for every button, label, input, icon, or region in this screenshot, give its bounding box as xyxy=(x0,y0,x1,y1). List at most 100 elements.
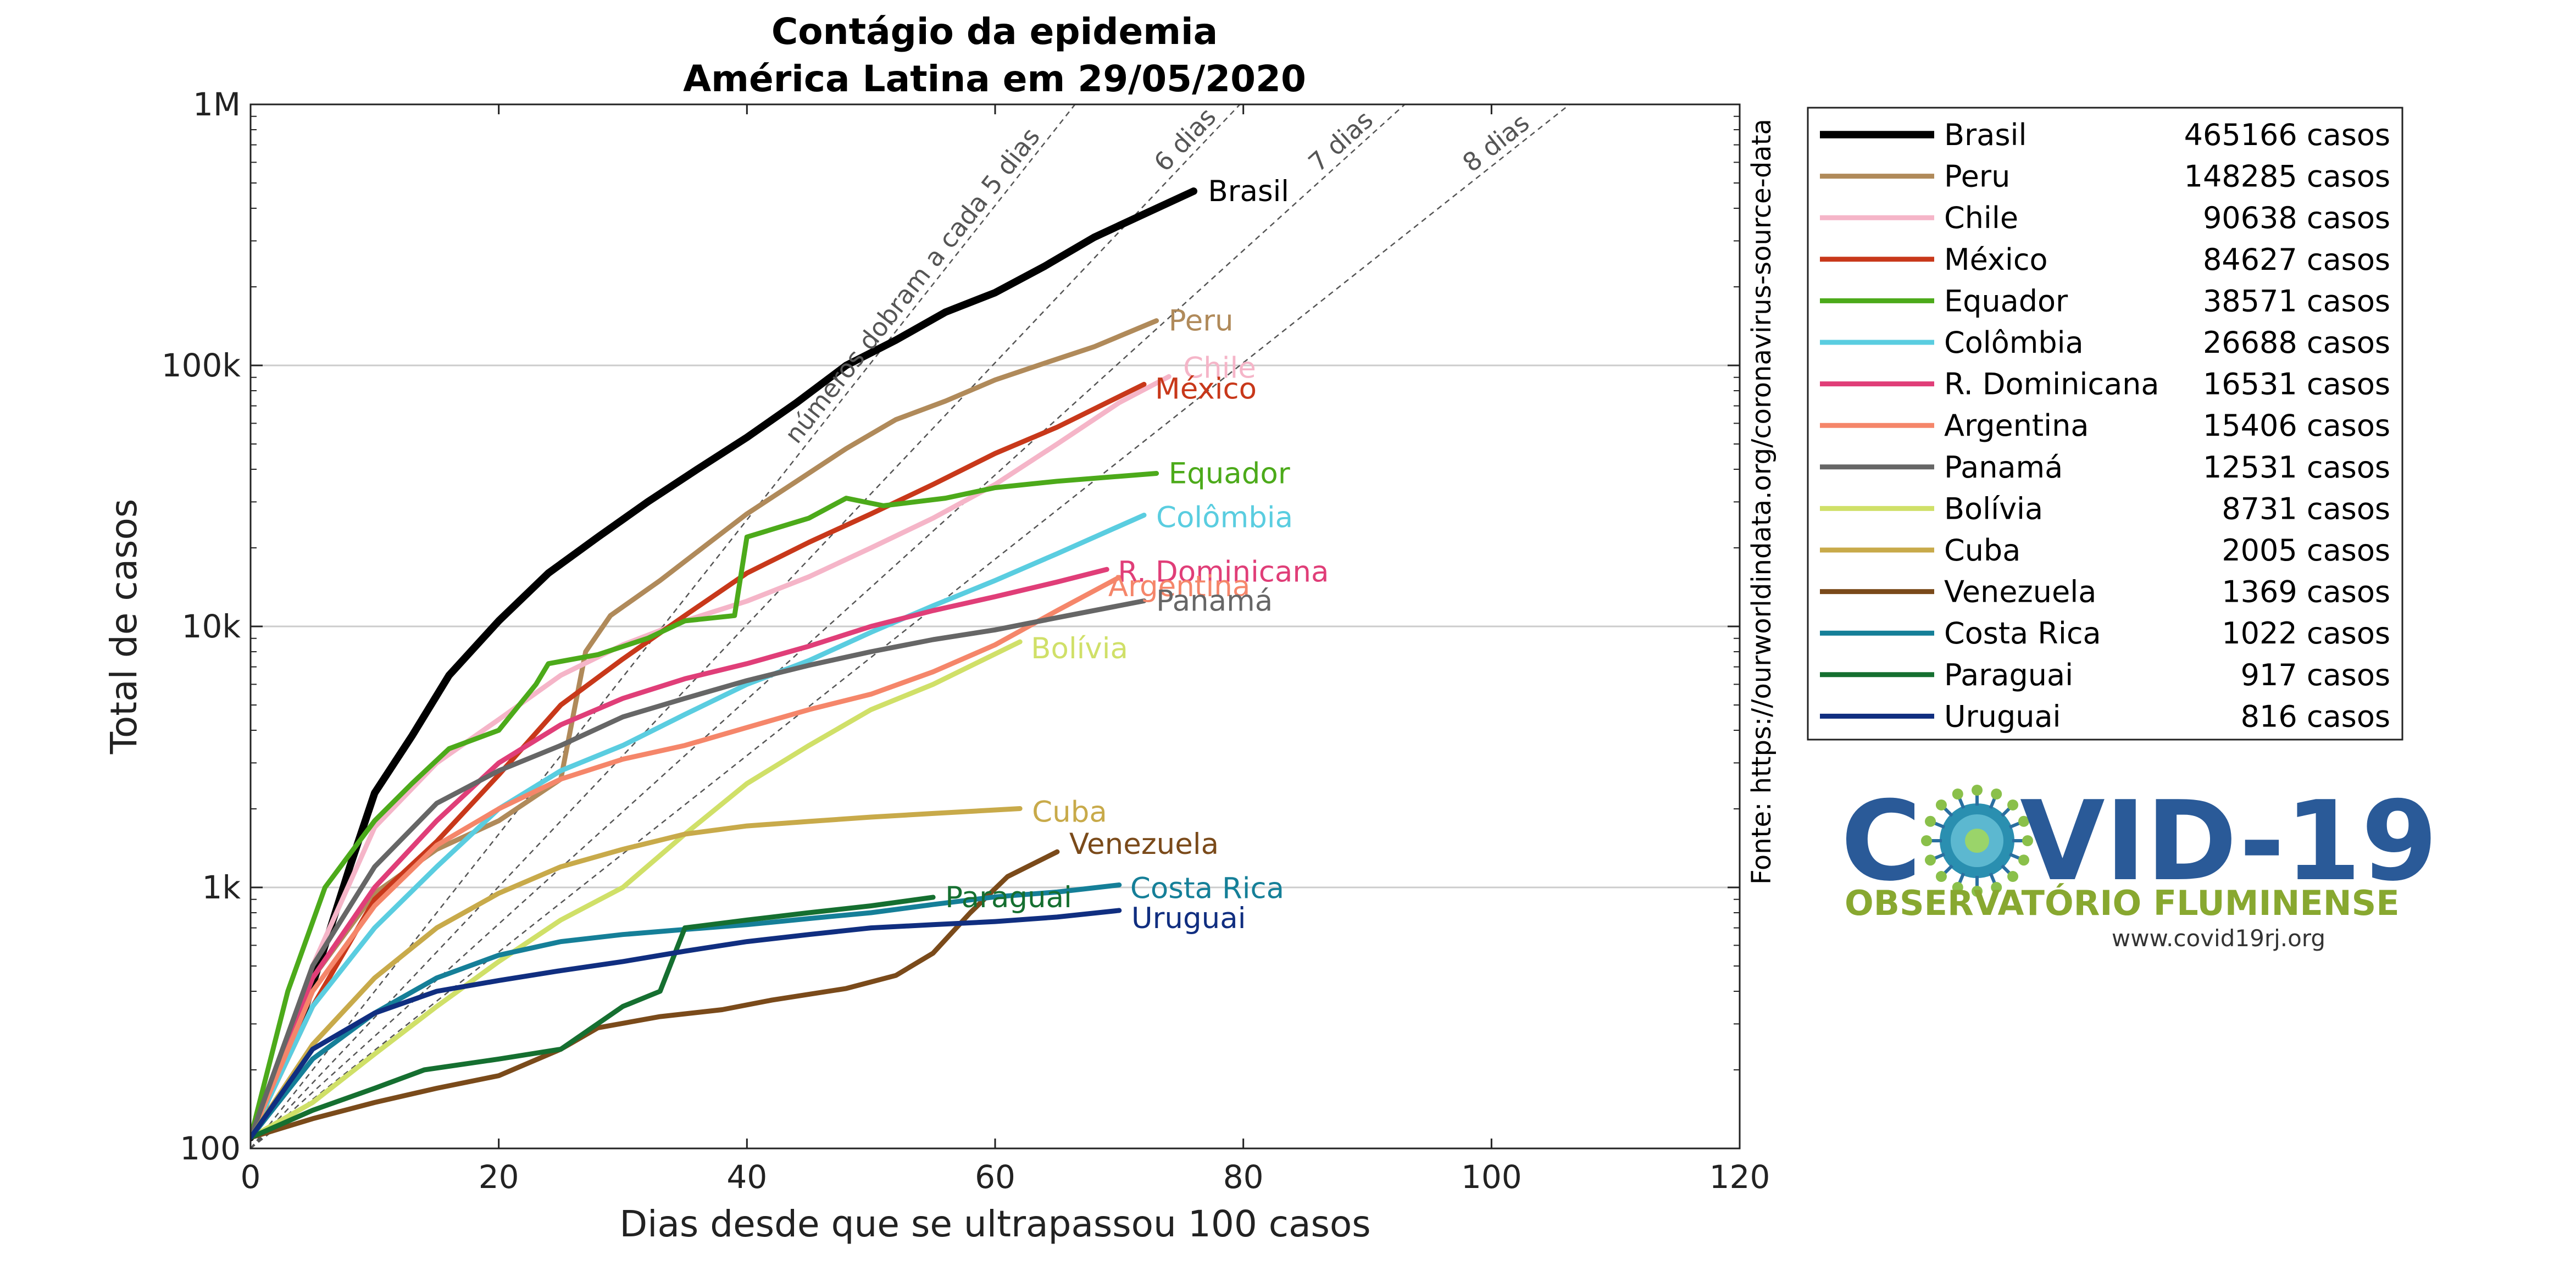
series-line-uruguai xyxy=(251,908,1122,1140)
legend-cases: 8731 casos xyxy=(2222,491,2390,526)
doubling-label-7: 7 dias xyxy=(1302,105,1379,178)
legend-cases: 12531 casos xyxy=(2203,450,2390,485)
series-line-peru xyxy=(251,318,1159,1140)
legend-name: Paraguai xyxy=(1944,658,2073,692)
legend-cases: 1369 casos xyxy=(2222,575,2390,609)
series-line-m-xico xyxy=(251,381,1147,1140)
legend-name: Chile xyxy=(1944,201,2018,235)
y-tick-label: 10k xyxy=(182,608,241,645)
virus-spike-tip xyxy=(2007,871,2019,882)
series-line-argentina xyxy=(251,575,1122,1140)
series-end-label: Paraguai xyxy=(945,881,1072,914)
legend-cases: 90638 casos xyxy=(2203,201,2390,235)
virus-spike-tip xyxy=(1925,815,1936,827)
legend-name: México xyxy=(1944,242,2048,277)
series-end-label: Bolívia xyxy=(1031,632,1128,665)
legend-name: Argentina xyxy=(1944,408,2089,443)
legend-cases: 1022 casos xyxy=(2222,616,2390,651)
legend-name: Costa Rica xyxy=(1944,616,2101,651)
series-line-cuba xyxy=(251,806,1023,1140)
virus-spike-tip xyxy=(2007,799,2019,810)
series-lines xyxy=(251,187,1198,1142)
series-line-venezuela xyxy=(251,849,1060,1140)
y-tick-label: 100 xyxy=(180,1130,241,1167)
virus-spike-tip xyxy=(1991,881,2002,893)
series-end-label: Costa Rica xyxy=(1130,872,1284,906)
virus-spike-tip xyxy=(2018,815,2029,827)
logo-letter-c: C xyxy=(1841,778,1922,906)
series-end-label: Colômbia xyxy=(1156,501,1293,534)
virus-spike-tip xyxy=(1935,799,1947,810)
legend-cases: 465166 casos xyxy=(2184,118,2390,152)
doubling-line-6 xyxy=(251,104,1241,1148)
series-line-paraguai xyxy=(251,895,936,1140)
doubling-label-6: 6 dias xyxy=(1148,102,1222,177)
series-line-brasil xyxy=(251,187,1198,1142)
series-line-chile xyxy=(251,374,1172,1140)
x-axis-label: Dias desde que se ultrapassou 100 casos xyxy=(619,1203,1370,1245)
logo-subtitle: OBSERVATÓRIO FLUMINENSE xyxy=(1845,883,2400,923)
series-end-label: México xyxy=(1155,372,1257,406)
y-tick-label: 100k xyxy=(162,347,241,384)
virus-icon xyxy=(1921,785,2033,897)
y-tick-label: 1M xyxy=(193,86,241,123)
series-end-label: Equador xyxy=(1169,457,1290,491)
legend-name: Brasil xyxy=(1944,118,2027,152)
source-note: Fonte: https://ourworldindata.org/corona… xyxy=(1746,119,1777,885)
legend-cases: 16531 casos xyxy=(2203,367,2390,402)
covid-logo: C VID-19 OBSERVATÓRIO FLUMINENSE www.cov… xyxy=(1841,778,2438,952)
virus-spike-tip xyxy=(1935,871,1947,882)
legend: Brasil 465166 casos Peru 148285 casos Chile 9… xyxy=(1820,118,2390,734)
logo-vid-19: VID-19 xyxy=(2020,778,2438,906)
series-line-bol-via xyxy=(251,639,1023,1140)
x-tick-label: 40 xyxy=(726,1158,767,1196)
legend-name: Peru xyxy=(1944,159,2010,194)
chart-title-line-1: Contágio da epidemia xyxy=(771,10,1218,53)
legend-cases: 148285 casos xyxy=(2184,159,2390,194)
virus-spike-tip xyxy=(1991,789,2002,800)
series-end-label: Peru xyxy=(1169,304,1234,338)
virus-spike-tip xyxy=(1921,835,1932,846)
series-end-label: Panamá xyxy=(1156,584,1273,618)
series-end-label: Argentina xyxy=(1108,570,1251,603)
legend-name: Equador xyxy=(1944,284,2068,318)
x-tick-label: 120 xyxy=(1709,1158,1770,1196)
series-end-label: Chile xyxy=(1183,351,1256,385)
legend-cases: 38571 casos xyxy=(2203,284,2390,318)
legend-name: Cuba xyxy=(1944,533,2020,568)
series-end-label: R. Dominicana xyxy=(1118,555,1329,589)
x-tick-label: 0 xyxy=(241,1158,261,1196)
series-line-col-mbia xyxy=(251,513,1147,1140)
legend-cases: 26688 casos xyxy=(2203,325,2390,360)
virus-spike-tip xyxy=(1972,886,1983,897)
series-end-label: Uruguai xyxy=(1131,902,1246,935)
legend-cases: 816 casos xyxy=(2241,699,2390,734)
legend-name: Uruguai xyxy=(1944,699,2061,734)
legend-name: Bolívia xyxy=(1944,491,2043,526)
x-tick-label: 80 xyxy=(1223,1158,1264,1196)
legend-cases: 15406 casos xyxy=(2203,408,2390,443)
series-end-label: Cuba xyxy=(1032,795,1107,829)
x-tick-label: 100 xyxy=(1461,1158,1522,1196)
legend-name: Colômbia xyxy=(1944,325,2084,360)
legend-name: Venezuela xyxy=(1944,575,2096,609)
virus-spike-tip xyxy=(1925,854,1936,866)
series-line-equador xyxy=(251,471,1159,1140)
virus-spike-tip xyxy=(1972,785,1983,796)
virus-spike-tip xyxy=(1952,789,1963,800)
virus-spike-tip xyxy=(2018,854,2029,866)
doubling-line-8 xyxy=(251,104,1570,1148)
x-tick-label: 20 xyxy=(479,1158,519,1196)
legend-cases: 2005 casos xyxy=(2222,533,2390,568)
y-tick-label: 1k xyxy=(202,869,241,906)
legend-cases: 84627 casos xyxy=(2203,242,2390,277)
legend-cases: 917 casos xyxy=(2241,658,2390,692)
doubling-label-8: 8 dias xyxy=(1457,108,1535,178)
chart-title-line-2: América Latina em 29/05/2020 xyxy=(683,58,1306,100)
y-axis-label: Total de casos xyxy=(103,499,145,754)
x-tick-label: 60 xyxy=(975,1158,1015,1196)
virus-spike-tip xyxy=(2022,835,2033,846)
legend-name: Panamá xyxy=(1944,450,2063,485)
